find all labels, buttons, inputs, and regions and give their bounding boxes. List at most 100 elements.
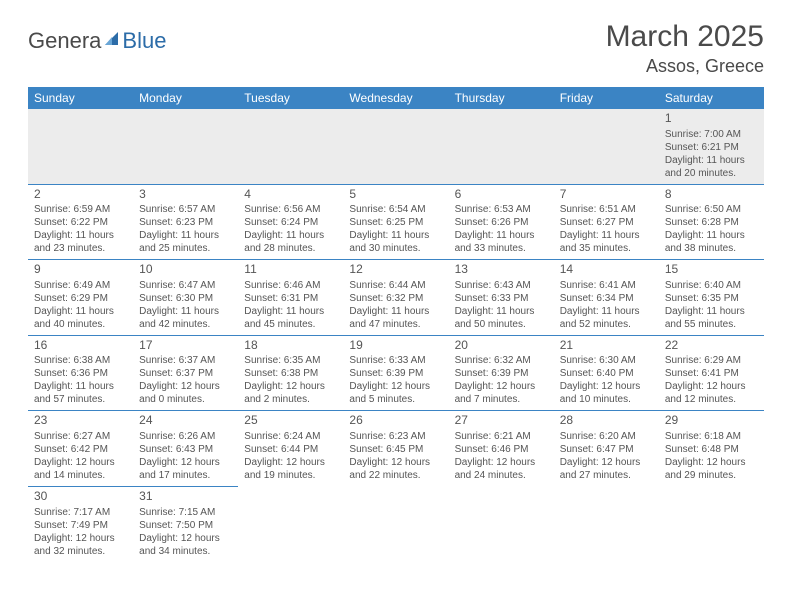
daylight-text: Daylight: 11 hours and 23 minutes. [34,229,127,255]
sunset-text: Sunset: 6:45 PM [349,443,442,456]
day-number: 26 [349,413,442,429]
sunrise-text: Sunrise: 6:18 AM [665,430,758,443]
daylight-text: Daylight: 12 hours and 27 minutes. [560,456,653,482]
daylight-text: Daylight: 12 hours and 5 minutes. [349,380,442,406]
day-number: 7 [560,187,653,203]
daylight-text: Daylight: 12 hours and 7 minutes. [455,380,548,406]
sunset-text: Sunset: 6:47 PM [560,443,653,456]
day-number: 30 [34,489,127,505]
calendar-cell [343,109,448,184]
day-number: 29 [665,413,758,429]
day-number: 1 [665,111,758,127]
daylight-text: Daylight: 11 hours and 20 minutes. [665,154,758,180]
sunset-text: Sunset: 6:27 PM [560,216,653,229]
sunset-text: Sunset: 6:44 PM [244,443,337,456]
sunrise-text: Sunrise: 7:17 AM [34,506,127,519]
title-block: March 2025 Assos, Greece [606,20,764,77]
sunrise-text: Sunrise: 6:41 AM [560,279,653,292]
brand-part1: Genera [28,28,101,54]
sunset-text: Sunset: 7:50 PM [139,519,232,532]
sunset-text: Sunset: 6:31 PM [244,292,337,305]
calendar-cell: 15Sunrise: 6:40 AMSunset: 6:35 PMDayligh… [659,260,764,336]
day-number: 24 [139,413,232,429]
sunset-text: Sunset: 6:41 PM [665,367,758,380]
header: Genera Blue March 2025 Assos, Greece [28,20,764,77]
day-number: 16 [34,338,127,354]
sunset-text: Sunset: 6:43 PM [139,443,232,456]
sunset-text: Sunset: 6:24 PM [244,216,337,229]
sunrise-text: Sunrise: 6:53 AM [455,203,548,216]
calendar-cell: 29Sunrise: 6:18 AMSunset: 6:48 PMDayligh… [659,411,764,487]
daylight-text: Daylight: 11 hours and 47 minutes. [349,305,442,331]
sunset-text: Sunset: 6:22 PM [34,216,127,229]
sunrise-text: Sunrise: 6:32 AM [455,354,548,367]
calendar-row: 16Sunrise: 6:38 AMSunset: 6:36 PMDayligh… [28,335,764,411]
sunset-text: Sunset: 6:37 PM [139,367,232,380]
sunrise-text: Sunrise: 6:29 AM [665,354,758,367]
weekday-header: Wednesday [343,87,448,109]
sunset-text: Sunset: 6:46 PM [455,443,548,456]
day-number: 22 [665,338,758,354]
day-number: 2 [34,187,127,203]
sunrise-text: Sunrise: 6:54 AM [349,203,442,216]
calendar-cell [238,486,343,561]
calendar-cell [449,486,554,561]
sunrise-text: Sunrise: 6:38 AM [34,354,127,367]
sunset-text: Sunset: 6:26 PM [455,216,548,229]
calendar-cell: 4Sunrise: 6:56 AMSunset: 6:24 PMDaylight… [238,184,343,260]
calendar-cell [554,486,659,561]
daylight-text: Daylight: 11 hours and 50 minutes. [455,305,548,331]
sunrise-text: Sunrise: 6:23 AM [349,430,442,443]
calendar-cell: 30Sunrise: 7:17 AMSunset: 7:49 PMDayligh… [28,486,133,561]
daylight-text: Daylight: 12 hours and 2 minutes. [244,380,337,406]
calendar-cell: 17Sunrise: 6:37 AMSunset: 6:37 PMDayligh… [133,335,238,411]
calendar-cell: 16Sunrise: 6:38 AMSunset: 6:36 PMDayligh… [28,335,133,411]
sunset-text: Sunset: 6:23 PM [139,216,232,229]
sunset-text: Sunset: 6:39 PM [455,367,548,380]
sunset-text: Sunset: 6:48 PM [665,443,758,456]
calendar-cell: 18Sunrise: 6:35 AMSunset: 6:38 PMDayligh… [238,335,343,411]
sunrise-text: Sunrise: 6:35 AM [244,354,337,367]
calendar-cell: 5Sunrise: 6:54 AMSunset: 6:25 PMDaylight… [343,184,448,260]
calendar-cell: 2Sunrise: 6:59 AMSunset: 6:22 PMDaylight… [28,184,133,260]
brand-logo: Genera Blue [28,20,166,54]
day-number: 17 [139,338,232,354]
calendar-cell [238,109,343,184]
calendar-cell: 24Sunrise: 6:26 AMSunset: 6:43 PMDayligh… [133,411,238,487]
day-number: 21 [560,338,653,354]
sunrise-text: Sunrise: 7:00 AM [665,128,758,141]
calendar-cell: 10Sunrise: 6:47 AMSunset: 6:30 PMDayligh… [133,260,238,336]
location: Assos, Greece [606,56,764,77]
day-number: 11 [244,262,337,278]
daylight-text: Daylight: 11 hours and 52 minutes. [560,305,653,331]
daylight-text: Daylight: 12 hours and 17 minutes. [139,456,232,482]
daylight-text: Daylight: 11 hours and 40 minutes. [34,305,127,331]
sunrise-text: Sunrise: 6:24 AM [244,430,337,443]
calendar-cell: 8Sunrise: 6:50 AMSunset: 6:28 PMDaylight… [659,184,764,260]
sunrise-text: Sunrise: 6:50 AM [665,203,758,216]
calendar-cell: 28Sunrise: 6:20 AMSunset: 6:47 PMDayligh… [554,411,659,487]
day-number: 15 [665,262,758,278]
daylight-text: Daylight: 11 hours and 55 minutes. [665,305,758,331]
day-number: 9 [34,262,127,278]
day-number: 19 [349,338,442,354]
calendar-cell: 14Sunrise: 6:41 AMSunset: 6:34 PMDayligh… [554,260,659,336]
sunrise-text: Sunrise: 6:46 AM [244,279,337,292]
calendar-cell: 21Sunrise: 6:30 AMSunset: 6:40 PMDayligh… [554,335,659,411]
sunrise-text: Sunrise: 6:59 AM [34,203,127,216]
calendar-cell: 31Sunrise: 7:15 AMSunset: 7:50 PMDayligh… [133,486,238,561]
daylight-text: Daylight: 12 hours and 12 minutes. [665,380,758,406]
day-number: 31 [139,489,232,505]
day-number: 18 [244,338,337,354]
daylight-text: Daylight: 12 hours and 34 minutes. [139,532,232,558]
day-number: 8 [665,187,758,203]
calendar-cell: 22Sunrise: 6:29 AMSunset: 6:41 PMDayligh… [659,335,764,411]
sunrise-text: Sunrise: 6:56 AM [244,203,337,216]
calendar-cell: 3Sunrise: 6:57 AMSunset: 6:23 PMDaylight… [133,184,238,260]
day-number: 14 [560,262,653,278]
daylight-text: Daylight: 11 hours and 57 minutes. [34,380,127,406]
sunrise-text: Sunrise: 6:26 AM [139,430,232,443]
sunrise-text: Sunrise: 6:40 AM [665,279,758,292]
day-number: 28 [560,413,653,429]
daylight-text: Daylight: 11 hours and 28 minutes. [244,229,337,255]
